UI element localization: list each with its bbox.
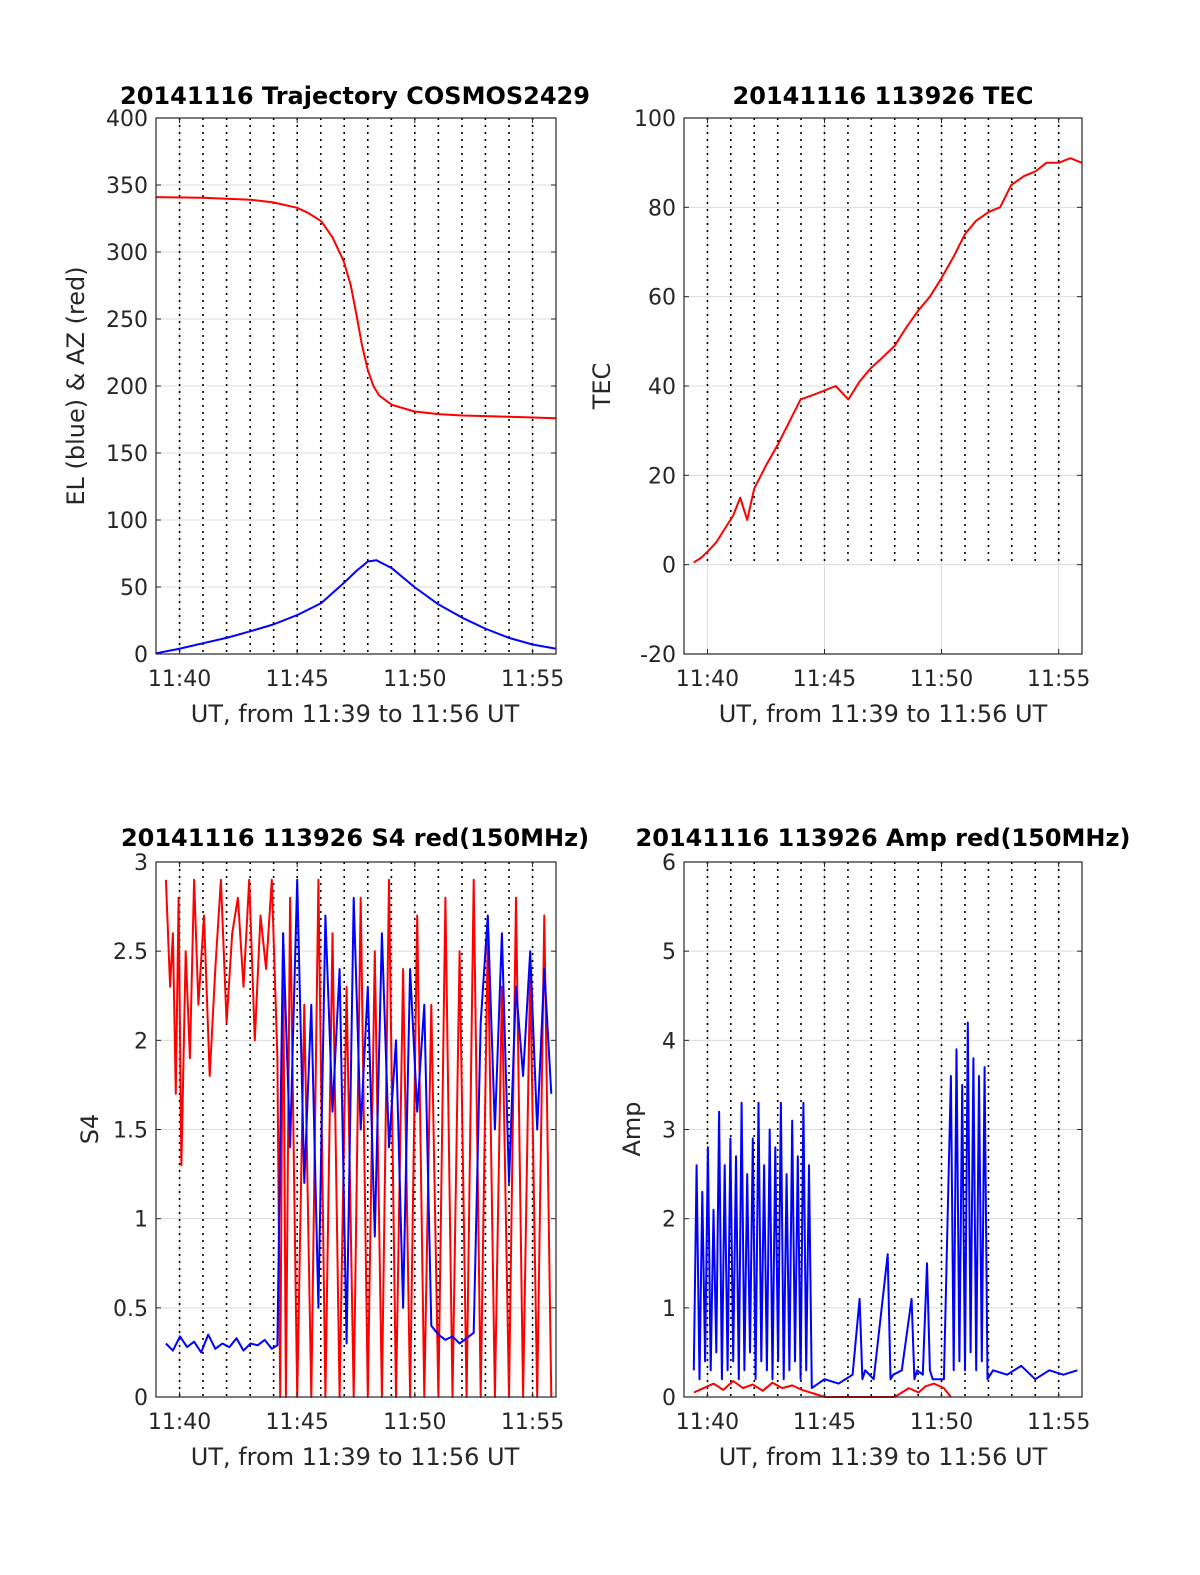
s4-chart-xlabel: UT, from 11:39 to 11:56 UT — [191, 1443, 520, 1471]
y-tick-label: 0.5 — [113, 1297, 148, 1322]
y-tick-label: 0 — [134, 1386, 148, 1411]
x-tick-label: 11:50 — [910, 667, 973, 692]
y-tick-label: 100 — [106, 509, 148, 534]
traj-series-el — [155, 559, 556, 655]
y-tick-label: 3 — [662, 1119, 676, 1144]
y-tick-label: 150 — [106, 442, 148, 467]
x-tick-label: 11:50 — [910, 1410, 973, 1435]
amp-series-red_series — [693, 1380, 952, 1398]
x-tick-label: 11:40 — [148, 667, 211, 692]
y-tick-label: 0 — [662, 554, 676, 579]
y-tick-label: 4 — [662, 1029, 676, 1054]
y-tick-label: 2 — [662, 1208, 676, 1233]
y-tick-label: 5 — [662, 940, 676, 965]
amp-chart: 0 1 2 3 4 5 6 11:40 11:45 11:50 11:55 20141116 1139… — [618, 824, 1130, 1471]
x-tick-label: 11:45 — [265, 1410, 328, 1435]
y-tick-label: 3 — [134, 851, 148, 876]
amp-chart-ylabel: Amp — [618, 1101, 646, 1156]
x-tick-label: 11:55 — [1027, 667, 1090, 692]
s4-chart-title: 20141116 113926 S4 red(150MHz) — [121, 824, 589, 852]
y-tick-label: 300 — [106, 241, 148, 266]
tec-series-tec — [693, 157, 1082, 564]
trajectory-chart: 0 50 100 150 200 250 300 350 400 11:40 11:45 11:50 1… — [62, 82, 590, 728]
traj-series-az — [155, 196, 556, 420]
s4-chart: 0 0.5 1 1.5 2 2.5 3 11:40 11:45 11:50 11:55 2014111… — [76, 824, 589, 1471]
x-tick-label: 11:55 — [501, 667, 564, 692]
traj-plot-area: 0 50 100 150 200 250 300 350 400 11:40 11:45 11:50 1… — [106, 107, 564, 692]
tec-chart-xlabel: UT, from 11:39 to 11:56 UT — [719, 700, 1048, 728]
amp-chart-title: 20141116 113926 Amp red(150MHz) — [636, 824, 1131, 852]
trajectory-chart-xlabel: UT, from 11:39 to 11:56 UT — [191, 700, 520, 728]
x-tick-label: 11:55 — [501, 1410, 564, 1435]
y-tick-label: 40 — [648, 375, 676, 400]
x-tick-label: 11:40 — [676, 667, 739, 692]
x-tick-label: 11:50 — [383, 1410, 446, 1435]
y-tick-label: 60 — [648, 286, 676, 311]
x-tick-label: 11:45 — [265, 667, 328, 692]
y-tick-label: 6 — [662, 851, 676, 876]
y-tick-label: 0 — [134, 643, 148, 668]
y-tick-label: 20 — [648, 464, 676, 489]
x-tick-label: 11:45 — [793, 667, 856, 692]
x-tick-label: 11:50 — [383, 667, 446, 692]
tec-chart-title: 20141116 113926 TEC — [733, 82, 1034, 110]
trajectory-chart-title: 20141116 Trajectory COSMOS2429 — [120, 82, 590, 110]
y-tick-label: 1 — [662, 1297, 676, 1322]
x-tick-label: 11:40 — [148, 1410, 211, 1435]
y-tick-label: 350 — [106, 174, 148, 199]
tec-plot-area: -20 0 20 40 60 80 100 11:40 11:45 11:50 11:55 — [634, 107, 1090, 692]
tec-chart: -20 0 20 40 60 80 100 11:40 11:45 11:50 11:55 20141… — [588, 82, 1090, 728]
y-tick-label: -20 — [640, 643, 676, 668]
y-tick-label: 1.5 — [113, 1119, 148, 1144]
y-tick-label: 1 — [134, 1208, 148, 1233]
y-tick-label: 50 — [120, 576, 148, 601]
y-tick-label: 400 — [106, 107, 148, 132]
amp-plot-area: 0 1 2 3 4 5 6 11:40 11:45 11:50 11:55 — [662, 851, 1090, 1435]
x-tick-label: 11:45 — [793, 1410, 856, 1435]
s4-series-blue_series — [165, 878, 553, 1354]
trajectory-chart-ylabel: EL (blue) & AZ (red) — [62, 266, 90, 505]
tec-chart-ylabel: TEC — [588, 363, 616, 411]
y-tick-label: 100 — [634, 107, 676, 132]
s4-plot-area: 0 0.5 1 1.5 2 2.5 3 11:40 11:45 11:50 11:55 — [113, 851, 564, 1435]
x-tick-label: 11:40 — [676, 1410, 739, 1435]
y-tick-label: 80 — [648, 196, 676, 221]
s4-chart-ylabel: S4 — [76, 1114, 104, 1145]
y-tick-label: 200 — [106, 375, 148, 400]
y-tick-label: 250 — [106, 308, 148, 333]
y-tick-label: 0 — [662, 1386, 676, 1411]
y-tick-label: 2.5 — [113, 940, 148, 965]
amp-chart-xlabel: UT, from 11:39 to 11:56 UT — [719, 1443, 1048, 1471]
y-tick-label: 2 — [134, 1029, 148, 1054]
amp-series-blue_series — [692, 1021, 1078, 1390]
x-tick-label: 11:55 — [1027, 1410, 1090, 1435]
